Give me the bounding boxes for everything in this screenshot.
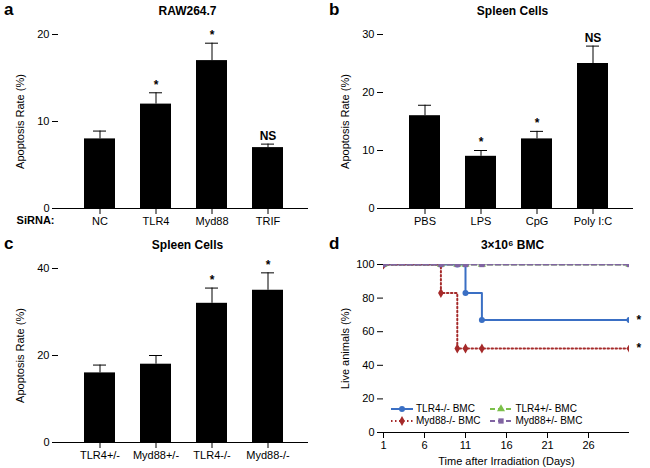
svg-text:0: 0 xyxy=(368,426,374,438)
svg-text:80: 80 xyxy=(362,292,374,304)
svg-text:Myd88-/-: Myd88-/- xyxy=(246,449,290,461)
svg-text:Apoptosis Rate (%): Apoptosis Rate (%) xyxy=(339,74,351,169)
svg-text:TRIF: TRIF xyxy=(256,215,281,227)
svg-text:26: 26 xyxy=(582,439,594,451)
svg-text:*: * xyxy=(637,341,642,355)
svg-text:0: 0 xyxy=(43,202,49,214)
html-text:b: b xyxy=(329,0,340,19)
svg-text:30: 30 xyxy=(362,28,374,40)
svg-text:20: 20 xyxy=(37,349,49,361)
svg-text:20: 20 xyxy=(362,86,374,98)
svg-text:Poly I:C: Poly I:C xyxy=(574,215,613,227)
html-text:a: a xyxy=(4,0,14,19)
svg-text:0: 0 xyxy=(43,436,49,448)
svg-text:6: 6 xyxy=(421,439,427,451)
html-text:Myd88+/- BMC: Myd88+/- BMC xyxy=(515,415,583,426)
svg-text:1: 1 xyxy=(380,439,386,451)
html-text:RAW264.7: RAW264.7 xyxy=(158,4,217,18)
svg-text:PBS: PBS xyxy=(414,215,436,227)
svg-text:11: 11 xyxy=(460,439,471,451)
html-text:Spleen Cells: Spleen Cells xyxy=(476,4,549,18)
svg-text:Apoptosis Rate (%): Apoptosis Rate (%) xyxy=(14,74,26,169)
html-text:3×10⁶ BMC: 3×10⁶ BMC xyxy=(480,238,545,252)
svg-text:LPS: LPS xyxy=(471,215,492,227)
svg-text:10: 10 xyxy=(37,115,49,127)
svg-text:TLR4-/-: TLR4-/- xyxy=(193,449,231,461)
svg-text:10: 10 xyxy=(362,144,374,156)
html-text:d: d xyxy=(329,234,340,253)
svg-text:Myd88: Myd88 xyxy=(195,215,228,227)
svg-text:*: * xyxy=(479,135,484,149)
svg-text:Apoptosis Rate (%): Apoptosis Rate (%) xyxy=(14,308,26,403)
svg-text:0: 0 xyxy=(368,202,374,214)
html-text:TLR4-/- BMC: TLR4-/- BMC xyxy=(416,403,475,414)
html-text:Myd88-/- BMC: Myd88-/- BMC xyxy=(416,415,481,426)
svg-text:CpG: CpG xyxy=(526,215,549,227)
svg-text:60: 60 xyxy=(362,325,374,337)
html-text:TLR4+/- BMC: TLR4+/- BMC xyxy=(515,403,577,414)
html-text:c: c xyxy=(4,234,14,253)
svg-text:*: * xyxy=(154,78,159,92)
svg-text:16: 16 xyxy=(500,439,512,451)
svg-text:20: 20 xyxy=(37,28,49,40)
svg-text:NS: NS xyxy=(585,31,602,45)
svg-text:*: * xyxy=(210,28,215,42)
svg-text:SiRNA:: SiRNA: xyxy=(17,214,55,226)
svg-text:Time after Irradiation (Days): Time after Irradiation (Days) xyxy=(438,455,575,467)
svg-text:*: * xyxy=(210,273,215,287)
svg-text:*: * xyxy=(535,116,540,130)
svg-text:40: 40 xyxy=(362,359,374,371)
html-text:Spleen Cells: Spleen Cells xyxy=(151,238,224,252)
svg-text:TLR4+/-: TLR4+/- xyxy=(80,449,120,461)
svg-text:NC: NC xyxy=(92,215,108,227)
svg-text:Myd88+/-: Myd88+/- xyxy=(133,449,179,461)
svg-text:21: 21 xyxy=(541,439,553,451)
svg-text:*: * xyxy=(266,258,271,272)
svg-text:40: 40 xyxy=(37,262,49,274)
svg-text:Live animals (%): Live animals (%) xyxy=(339,308,351,389)
svg-text:NS: NS xyxy=(260,129,277,143)
svg-text:20: 20 xyxy=(362,392,374,404)
svg-text:TLR4: TLR4 xyxy=(143,215,170,227)
svg-text:*: * xyxy=(637,313,642,327)
svg-text:100: 100 xyxy=(356,258,374,270)
